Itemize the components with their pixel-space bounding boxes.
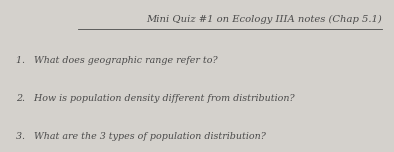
Text: 2.   How is population density different from distribution?: 2. How is population density different f… bbox=[16, 94, 294, 103]
Text: 1.   What does geographic range refer to?: 1. What does geographic range refer to? bbox=[16, 56, 217, 65]
Text: 3.   What are the 3 types of population distribution?: 3. What are the 3 types of population di… bbox=[16, 132, 266, 141]
Text: Mini Quiz #1 on Ecology IIIA notes (Chap 5.1): Mini Quiz #1 on Ecology IIIA notes (Chap… bbox=[147, 15, 382, 24]
